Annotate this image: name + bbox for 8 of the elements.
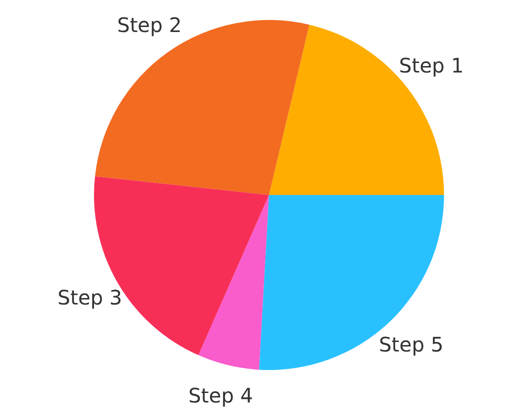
slice-label: Step 2 xyxy=(117,13,182,38)
pie-slice xyxy=(198,195,269,370)
pie-slice xyxy=(259,195,444,370)
pie-slice xyxy=(269,24,444,195)
slice-label: Step 5 xyxy=(378,332,444,356)
slice-label: Step 1 xyxy=(399,54,464,78)
slice-label: Step 3 xyxy=(58,286,122,310)
slice-label: Step 4 xyxy=(188,383,253,408)
